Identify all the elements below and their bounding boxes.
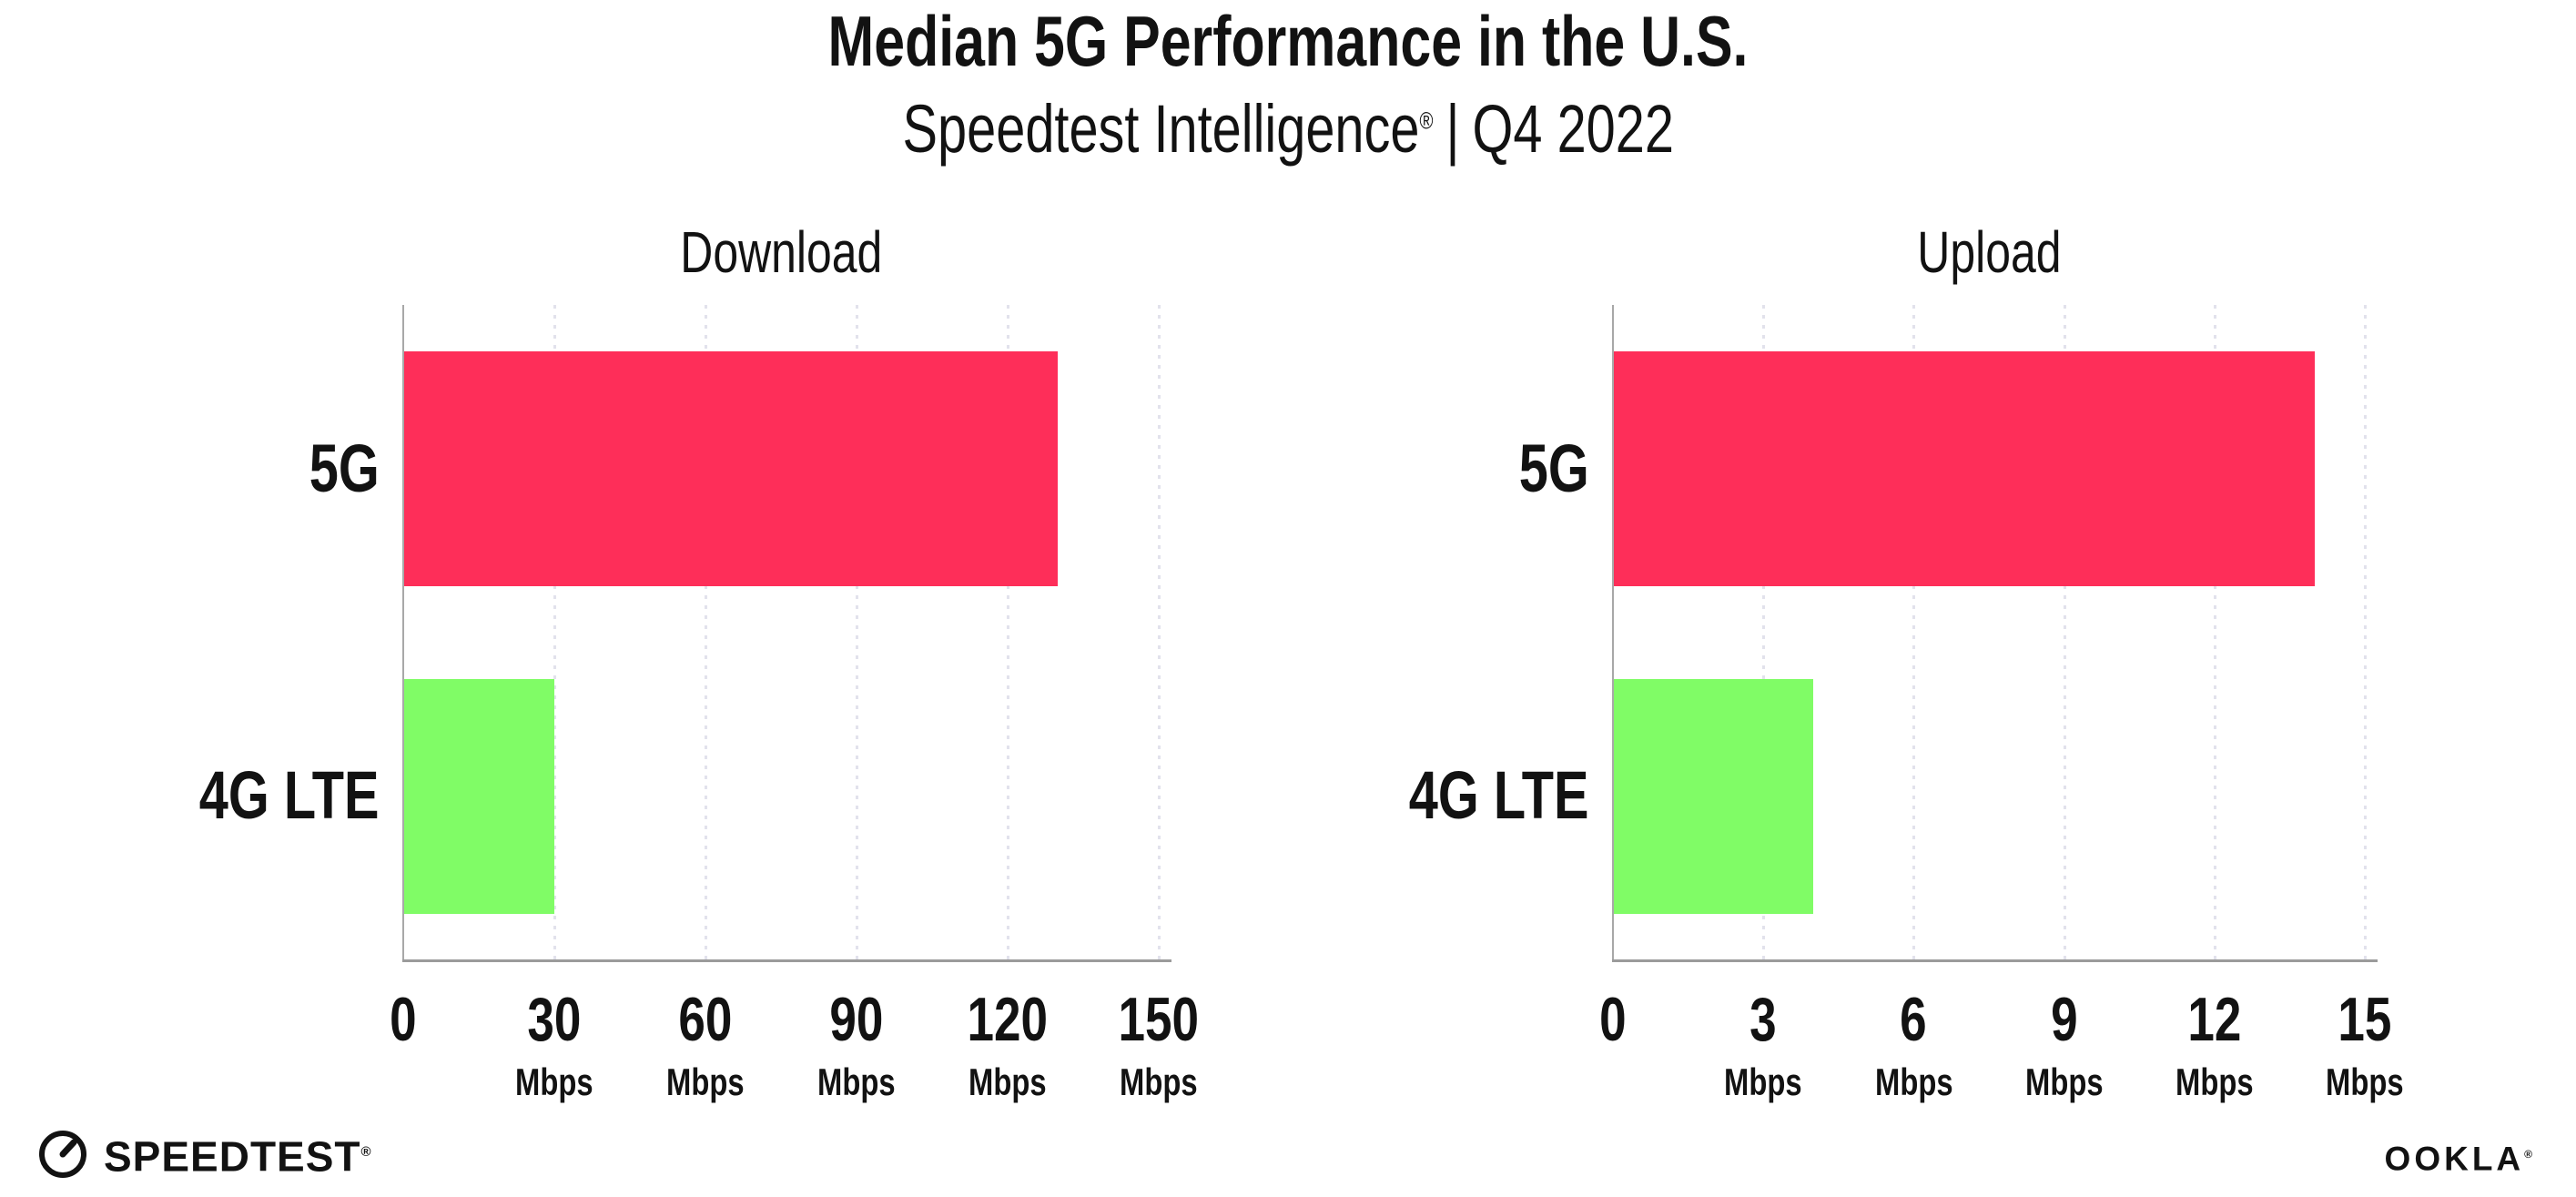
download-chart-title: Download <box>403 217 1159 288</box>
gridline-15 <box>2364 305 2367 959</box>
x-tick-label-3: 3 <box>1663 987 1863 1052</box>
ookla-logo: OOKLA® <box>2385 1134 2536 1179</box>
x-tick-label-6: 6 <box>1813 987 2013 1052</box>
x-tick-label-0: 0 <box>303 987 503 1052</box>
x-tick-label-text: 9 <box>2050 985 2078 1054</box>
x-tick-unit-text: Mbps <box>817 1060 896 1103</box>
x-tick-unit-9: Mbps <box>1964 1060 2165 1104</box>
x-tick-label-text: 120 <box>967 985 1049 1054</box>
ookla-registered-mark: ® <box>2524 1148 2536 1161</box>
x-tick-unit-120: Mbps <box>908 1060 1108 1104</box>
x-tick-label-text: 0 <box>390 985 417 1054</box>
category-label-text: 5G <box>309 430 380 506</box>
category-label-text: 4G LTE <box>199 757 380 834</box>
category-label-4g-lte: 4G LTE <box>1189 746 1589 846</box>
x-tick-unit-text: Mbps <box>2175 1060 2254 1103</box>
x-tick-label-12: 12 <box>2115 987 2315 1052</box>
x-tick-unit-90: Mbps <box>756 1060 957 1104</box>
gridline-6 <box>1912 305 1916 959</box>
registered-mark: ® <box>1419 107 1434 135</box>
speedtest-logo: SPEEDTEST® <box>36 1127 372 1182</box>
x-tick-unit-text: Mbps <box>2326 1060 2404 1103</box>
x-tick-label-150: 150 <box>1059 987 1259 1052</box>
speedtest-wordmark-text: SPEEDTEST <box>104 1132 361 1181</box>
category-label-5g: 5G <box>0 419 380 519</box>
subtitle-separator: | <box>1445 91 1460 167</box>
gridline-9 <box>2063 305 2066 959</box>
upload-chart-title-text: Upload <box>1916 219 2062 285</box>
category-label-text: 4G LTE <box>1409 757 1589 834</box>
gauge-icon <box>39 1131 86 1179</box>
bar-4g-lte <box>403 678 554 914</box>
x-tick-label-0: 0 <box>1513 987 1713 1052</box>
x-tick-unit-text: Mbps <box>666 1060 745 1103</box>
x-tick-label-30: 30 <box>454 987 654 1052</box>
x-tick-unit-30: Mbps <box>454 1060 654 1104</box>
x-tick-label-90: 90 <box>756 987 957 1052</box>
gridline-30 <box>553 305 556 959</box>
x-tick-unit-15: Mbps <box>2265 1060 2465 1104</box>
category-label-text: 5G <box>1518 430 1589 506</box>
x-tick-label-9: 9 <box>1964 987 2165 1052</box>
gridline-120 <box>1007 305 1009 959</box>
x-tick-label-120: 120 <box>908 987 1108 1052</box>
bar-5g <box>1613 351 2315 587</box>
x-tick-unit-text: Mbps <box>969 1060 1047 1103</box>
page-title: Median 5G Performance in the U.S. <box>0 2 2576 80</box>
x-tick-label-text: 15 <box>2338 985 2392 1054</box>
bar-5g <box>403 351 1059 587</box>
x-tick-label-text: 3 <box>1749 985 1777 1054</box>
upload-chart-plot: 0 3 Mbps 6 Mbps 9 Mbps 12 Mbps 15 Mbps 5G 4G LTE <box>1409 305 2404 1103</box>
x-tick-label-text: 12 <box>2187 985 2242 1054</box>
ookla-wordmark-text: OOKLA <box>2384 1140 2525 1178</box>
subtitle-brand: Speedtest Intelligence <box>902 91 1420 167</box>
gridline-150 <box>1158 305 1161 959</box>
x-tick-unit-3: Mbps <box>1663 1060 1863 1104</box>
x-tick-unit-6: Mbps <box>1813 1060 2013 1104</box>
speedtest-registered-mark: ® <box>360 1144 372 1160</box>
x-tick-unit-12: Mbps <box>2115 1060 2315 1104</box>
download-chart-plot: 0 30 Mbps 60 Mbps 90 Mbps 120 Mbps 150 Mbps 5G 4G LT… <box>199 305 1199 1103</box>
x-tick-unit-text: Mbps <box>1120 1060 1198 1103</box>
x-tick-label-text: 150 <box>1118 985 1200 1054</box>
page-subtitle-text: Speedtest Intelligence® | Q4 2022 <box>902 91 1673 167</box>
x-tick-label-text: 60 <box>678 985 733 1054</box>
speedtest-wordmark: SPEEDTEST® <box>104 1127 372 1182</box>
x-tick-label-60: 60 <box>605 987 806 1052</box>
subtitle-period: Q4 2022 <box>1472 91 1674 167</box>
download-chart-title-text: Download <box>679 219 883 285</box>
page-subtitle: Speedtest Intelligence® | Q4 2022 <box>0 91 2576 167</box>
x-tick-label-text: 6 <box>1900 985 1928 1054</box>
x-tick-label-text: 0 <box>1599 985 1627 1054</box>
gridline-3 <box>1762 305 1766 959</box>
x-tick-label-text: 30 <box>527 985 582 1054</box>
x-tick-unit-60: Mbps <box>605 1060 806 1104</box>
x-tick-unit-150: Mbps <box>1059 1060 1259 1104</box>
upload-chart-title: Upload <box>1613 217 2365 288</box>
x-tick-unit-text: Mbps <box>2024 1060 2104 1103</box>
bar-4g-lte <box>1613 678 1814 914</box>
x-tick-unit-text: Mbps <box>1724 1060 1802 1103</box>
gridline-90 <box>856 305 858 959</box>
x-tick-unit-text: Mbps <box>515 1060 593 1103</box>
category-label-4g-lte: 4G LTE <box>0 746 380 846</box>
x-tick-unit-text: Mbps <box>1874 1060 1953 1103</box>
category-label-5g: 5G <box>1189 419 1589 519</box>
gridline-60 <box>705 305 707 959</box>
x-tick-label-text: 90 <box>829 985 884 1054</box>
page-title-text: Median 5G Performance in the U.S. <box>827 1 1749 81</box>
x-tick-label-15: 15 <box>2265 987 2465 1052</box>
gridline-12 <box>2213 305 2216 959</box>
